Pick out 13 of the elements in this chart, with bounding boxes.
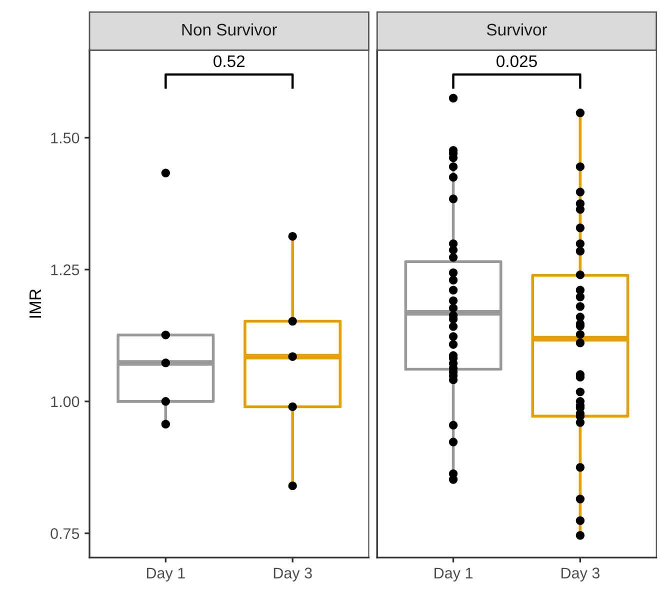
x-tick-label: Day 3 — [562, 568, 600, 582]
y-tick-label: 1.00 — [51, 396, 80, 408]
y-tick-label: 1.25 — [51, 264, 80, 276]
y-tick-label: 1.50 — [51, 132, 80, 144]
annotation: 0.025 — [496, 55, 537, 68]
chart-title: Non Survivor — [182, 23, 278, 36]
x-tick-label: Day 1 — [434, 568, 472, 582]
chart-title: Survivor — [486, 23, 548, 36]
x-tick-label: Day 3 — [274, 568, 312, 582]
annotation: 0.52 — [214, 55, 245, 68]
y-tick-label: 0.75 — [50, 528, 80, 539]
x-tick-label: Day 1 — [146, 568, 185, 582]
y-axis-title: IMR — [30, 289, 42, 318]
